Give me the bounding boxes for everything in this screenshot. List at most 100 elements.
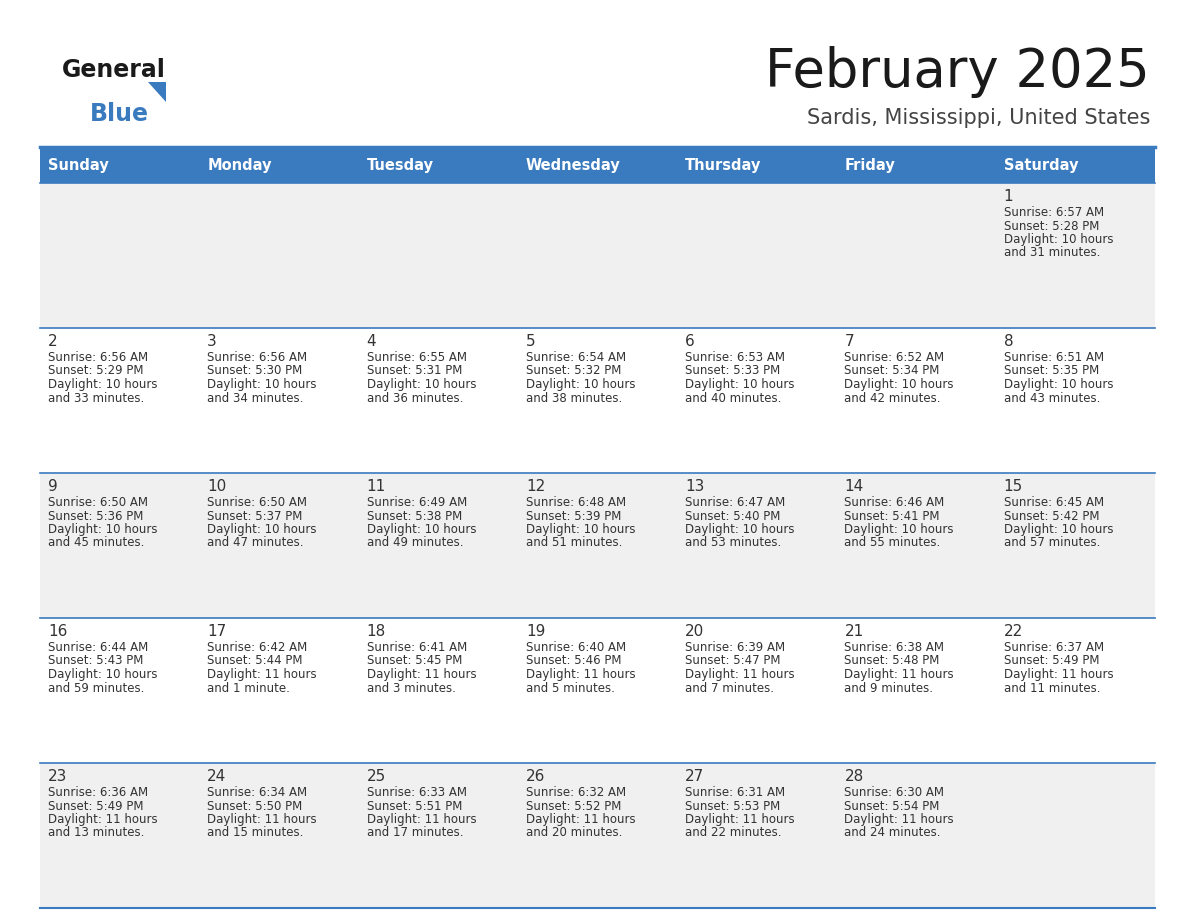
FancyBboxPatch shape <box>836 148 996 183</box>
Text: 20: 20 <box>685 624 704 639</box>
FancyBboxPatch shape <box>359 148 518 183</box>
Text: Sunrise: 6:36 AM: Sunrise: 6:36 AM <box>48 786 148 799</box>
Text: Sunrise: 6:51 AM: Sunrise: 6:51 AM <box>1004 351 1104 364</box>
Text: Sunrise: 6:44 AM: Sunrise: 6:44 AM <box>48 641 148 654</box>
Text: and 3 minutes.: and 3 minutes. <box>367 681 455 695</box>
Text: Tuesday: Tuesday <box>367 158 434 173</box>
Text: 2: 2 <box>48 334 58 349</box>
FancyBboxPatch shape <box>518 763 677 908</box>
Text: and 31 minutes.: and 31 minutes. <box>1004 247 1100 260</box>
Text: 17: 17 <box>207 624 227 639</box>
Text: Sardis, Mississippi, United States: Sardis, Mississippi, United States <box>807 108 1150 128</box>
Text: 23: 23 <box>48 769 68 784</box>
Text: Daylight: 11 hours: Daylight: 11 hours <box>207 668 317 681</box>
Text: 25: 25 <box>367 769 386 784</box>
Text: and 22 minutes.: and 22 minutes. <box>685 826 782 839</box>
Text: Wednesday: Wednesday <box>526 158 620 173</box>
Text: and 40 minutes.: and 40 minutes. <box>685 391 782 405</box>
Text: Sunrise: 6:52 AM: Sunrise: 6:52 AM <box>845 351 944 364</box>
FancyBboxPatch shape <box>359 618 518 763</box>
Text: and 51 minutes.: and 51 minutes. <box>526 536 623 550</box>
Text: 3: 3 <box>207 334 217 349</box>
Text: 9: 9 <box>48 479 58 494</box>
FancyBboxPatch shape <box>996 148 1155 183</box>
Text: and 38 minutes.: and 38 minutes. <box>526 391 623 405</box>
Text: Sunrise: 6:40 AM: Sunrise: 6:40 AM <box>526 641 626 654</box>
Text: Daylight: 10 hours: Daylight: 10 hours <box>48 378 158 391</box>
Text: Sunset: 5:46 PM: Sunset: 5:46 PM <box>526 655 621 667</box>
Text: Thursday: Thursday <box>685 158 762 173</box>
FancyBboxPatch shape <box>40 148 200 183</box>
Text: and 59 minutes.: and 59 minutes. <box>48 681 145 695</box>
FancyBboxPatch shape <box>996 763 1155 908</box>
Text: Sunrise: 6:32 AM: Sunrise: 6:32 AM <box>526 786 626 799</box>
Text: Sunrise: 6:54 AM: Sunrise: 6:54 AM <box>526 351 626 364</box>
Text: 14: 14 <box>845 479 864 494</box>
Text: 19: 19 <box>526 624 545 639</box>
FancyBboxPatch shape <box>200 328 359 473</box>
Text: Sunset: 5:54 PM: Sunset: 5:54 PM <box>845 800 940 812</box>
FancyBboxPatch shape <box>518 618 677 763</box>
FancyBboxPatch shape <box>836 763 996 908</box>
FancyBboxPatch shape <box>359 328 518 473</box>
Text: and 7 minutes.: and 7 minutes. <box>685 681 775 695</box>
Text: Daylight: 11 hours: Daylight: 11 hours <box>367 813 476 826</box>
Text: Daylight: 11 hours: Daylight: 11 hours <box>845 813 954 826</box>
FancyBboxPatch shape <box>200 763 359 908</box>
Text: 11: 11 <box>367 479 386 494</box>
FancyBboxPatch shape <box>996 618 1155 763</box>
Text: 10: 10 <box>207 479 227 494</box>
Text: 28: 28 <box>845 769 864 784</box>
Text: Sunrise: 6:31 AM: Sunrise: 6:31 AM <box>685 786 785 799</box>
Text: Sunrise: 6:34 AM: Sunrise: 6:34 AM <box>207 786 308 799</box>
Text: Daylight: 10 hours: Daylight: 10 hours <box>845 523 954 536</box>
Text: and 42 minutes.: and 42 minutes. <box>845 391 941 405</box>
Text: Daylight: 11 hours: Daylight: 11 hours <box>526 668 636 681</box>
Text: Sunrise: 6:48 AM: Sunrise: 6:48 AM <box>526 496 626 509</box>
Text: Sunrise: 6:53 AM: Sunrise: 6:53 AM <box>685 351 785 364</box>
Text: and 5 minutes.: and 5 minutes. <box>526 681 614 695</box>
Polygon shape <box>148 82 166 102</box>
Text: Daylight: 10 hours: Daylight: 10 hours <box>1004 378 1113 391</box>
Text: and 24 minutes.: and 24 minutes. <box>845 826 941 839</box>
FancyBboxPatch shape <box>518 183 677 328</box>
Text: and 57 minutes.: and 57 minutes. <box>1004 536 1100 550</box>
Text: Sunrise: 6:49 AM: Sunrise: 6:49 AM <box>367 496 467 509</box>
FancyBboxPatch shape <box>40 183 200 328</box>
Text: Sunrise: 6:55 AM: Sunrise: 6:55 AM <box>367 351 467 364</box>
Text: and 15 minutes.: and 15 minutes. <box>207 826 304 839</box>
Text: 12: 12 <box>526 479 545 494</box>
Text: Sunrise: 6:50 AM: Sunrise: 6:50 AM <box>207 496 308 509</box>
Text: and 11 minutes.: and 11 minutes. <box>1004 681 1100 695</box>
Text: Sunday: Sunday <box>48 158 109 173</box>
FancyBboxPatch shape <box>836 473 996 618</box>
Text: Sunset: 5:30 PM: Sunset: 5:30 PM <box>207 364 303 377</box>
Text: Daylight: 10 hours: Daylight: 10 hours <box>526 523 636 536</box>
Text: Sunset: 5:51 PM: Sunset: 5:51 PM <box>367 800 462 812</box>
Text: and 33 minutes.: and 33 minutes. <box>48 391 144 405</box>
Text: and 49 minutes.: and 49 minutes. <box>367 536 463 550</box>
FancyBboxPatch shape <box>200 618 359 763</box>
Text: Sunset: 5:52 PM: Sunset: 5:52 PM <box>526 800 621 812</box>
Text: Sunset: 5:41 PM: Sunset: 5:41 PM <box>845 509 940 522</box>
Text: Daylight: 10 hours: Daylight: 10 hours <box>207 523 317 536</box>
Text: Sunrise: 6:42 AM: Sunrise: 6:42 AM <box>207 641 308 654</box>
Text: Sunrise: 6:56 AM: Sunrise: 6:56 AM <box>48 351 148 364</box>
FancyBboxPatch shape <box>996 473 1155 618</box>
Text: Monday: Monday <box>207 158 272 173</box>
Text: Daylight: 10 hours: Daylight: 10 hours <box>526 378 636 391</box>
Text: Sunset: 5:31 PM: Sunset: 5:31 PM <box>367 364 462 377</box>
Text: Sunset: 5:34 PM: Sunset: 5:34 PM <box>845 364 940 377</box>
FancyBboxPatch shape <box>359 183 518 328</box>
FancyBboxPatch shape <box>518 473 677 618</box>
Text: Sunset: 5:43 PM: Sunset: 5:43 PM <box>48 655 144 667</box>
Text: Sunrise: 6:50 AM: Sunrise: 6:50 AM <box>48 496 148 509</box>
Text: Sunset: 5:48 PM: Sunset: 5:48 PM <box>845 655 940 667</box>
Text: Sunset: 5:36 PM: Sunset: 5:36 PM <box>48 509 144 522</box>
FancyBboxPatch shape <box>677 148 836 183</box>
Text: and 1 minute.: and 1 minute. <box>207 681 290 695</box>
Text: Sunrise: 6:37 AM: Sunrise: 6:37 AM <box>1004 641 1104 654</box>
Text: Sunset: 5:42 PM: Sunset: 5:42 PM <box>1004 509 1099 522</box>
FancyBboxPatch shape <box>836 618 996 763</box>
Text: 21: 21 <box>845 624 864 639</box>
